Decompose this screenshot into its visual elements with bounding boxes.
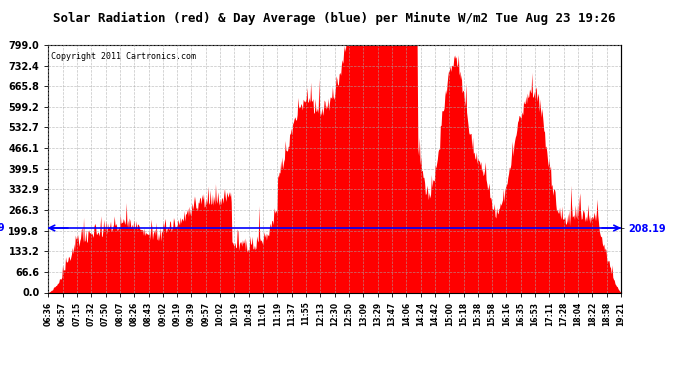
Text: Copyright 2011 Cartronics.com: Copyright 2011 Cartronics.com: [51, 53, 196, 62]
Text: 208.19: 208.19: [0, 223, 6, 233]
Text: Solar Radiation (red) & Day Average (blue) per Minute W/m2 Tue Aug 23 19:26: Solar Radiation (red) & Day Average (blu…: [53, 12, 616, 25]
